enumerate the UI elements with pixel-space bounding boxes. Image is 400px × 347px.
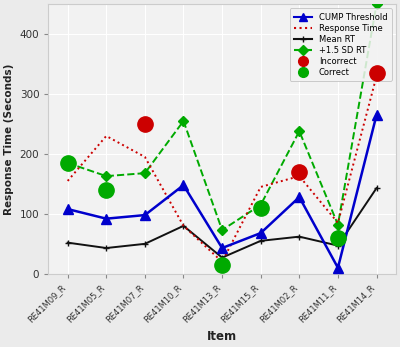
- +1.5 SD RT: [336, 222, 340, 227]
- Line: CUMP Threshold: CUMP Threshold: [63, 110, 381, 273]
- Response Time: [297, 174, 302, 178]
- +1.5 SD RT: [297, 129, 302, 133]
- Line: +1.5 SD RT: +1.5 SD RT: [64, 1, 380, 234]
- X-axis label: Item: Item: [207, 330, 237, 343]
- Response Time: [336, 221, 340, 225]
- Response Time: [181, 224, 186, 228]
- +1.5 SD RT: [220, 228, 224, 232]
- Mean RT: [297, 235, 302, 239]
- CUMP Threshold: [65, 207, 70, 211]
- Line: Mean RT: Mean RT: [64, 185, 380, 261]
- Mean RT: [258, 239, 263, 243]
- CUMP Threshold: [258, 231, 263, 235]
- CUMP Threshold: [297, 195, 302, 199]
- +1.5 SD RT: [104, 174, 109, 178]
- CUMP Threshold: [336, 266, 340, 270]
- Line: Response Time: Response Time: [68, 76, 376, 262]
- +1.5 SD RT: [258, 203, 263, 207]
- Mean RT: [220, 255, 224, 260]
- Y-axis label: Response Time (Seconds): Response Time (Seconds): [4, 63, 14, 215]
- Response Time: [258, 185, 263, 189]
- Response Time: [65, 179, 70, 183]
- Response Time: [142, 155, 147, 159]
- Response Time: [104, 134, 109, 138]
- +1.5 SD RT: [142, 171, 147, 175]
- CUMP Threshold: [220, 246, 224, 250]
- CUMP Threshold: [374, 113, 379, 117]
- +1.5 SD RT: [65, 161, 70, 165]
- Response Time: [374, 74, 379, 78]
- Mean RT: [181, 224, 186, 228]
- Response Time: [220, 260, 224, 264]
- +1.5 SD RT: [374, 2, 379, 6]
- +1.5 SD RT: [181, 119, 186, 123]
- Legend: CUMP Threshold, Response Time, Mean RT, +1.5 SD RT, Incorrect, Correct: CUMP Threshold, Response Time, Mean RT, …: [290, 8, 392, 81]
- Mean RT: [374, 186, 379, 190]
- Mean RT: [142, 242, 147, 246]
- Mean RT: [336, 244, 340, 248]
- Mean RT: [65, 240, 70, 245]
- CUMP Threshold: [142, 213, 147, 217]
- Mean RT: [104, 246, 109, 250]
- CUMP Threshold: [104, 217, 109, 221]
- CUMP Threshold: [181, 183, 186, 187]
